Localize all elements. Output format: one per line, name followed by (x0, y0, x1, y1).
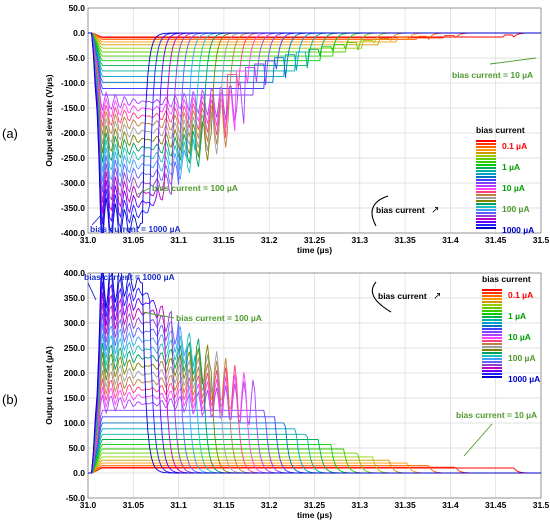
x-tick-label: 31.3 (352, 500, 369, 510)
y-tick-label: 250.0 (64, 343, 86, 353)
y-tick-label: -200.0 (61, 128, 85, 138)
panel-b: 31.0 31.05 31.1 31.15 31.2 31.25 31.3 31.35 31.4… (2, 268, 550, 520)
x-tick-label: 31.3 (352, 235, 369, 245)
annotation-pointer (463, 423, 493, 457)
legend-label: 10 µA (502, 183, 525, 193)
annotation-text: bias current = 100 µA (176, 313, 262, 323)
series-line (88, 32, 541, 233)
series-group (88, 32, 541, 233)
legend-label: 1000 µA (508, 374, 540, 384)
series-line (88, 273, 541, 474)
y-tick-label: -50.0 (66, 53, 86, 63)
annotation-pointer (135, 187, 151, 196)
y-tick-label: -250.0 (61, 153, 85, 163)
bias-current-arrow: bias current ↗ (371, 281, 441, 313)
y-tick-label: 150.0 (64, 393, 86, 403)
legend-label: 100 µA (508, 353, 536, 363)
x-axis-label: time (µs) (297, 510, 332, 520)
x-tick-label: 31.35 (394, 235, 416, 245)
y-tick-label: 400.0 (64, 268, 86, 278)
x-tick-label: 31.2 (261, 500, 278, 510)
x-tick-label: 31.15 (213, 235, 235, 245)
legend: bias current 0.1 µA 1 µA 10 µA 100 µA 1000 µA (476, 125, 534, 235)
x-tick-label: 31.1 (170, 500, 187, 510)
annotation-pointer (489, 57, 537, 65)
x-tick-label: 31.0 (80, 500, 97, 510)
annotation-text: bias current = 1000 µA (84, 272, 175, 282)
y-axis-label: Output current (µA) (44, 346, 54, 425)
x-tick-label: 31.1 (170, 235, 187, 245)
x-tick-label: 31.25 (304, 235, 326, 245)
legend-title: bias current (476, 125, 525, 135)
panel-label: (b) (2, 392, 18, 407)
x-tick-label: 31.15 (213, 500, 235, 510)
y-tick-label: 350.0 (64, 293, 86, 303)
arrow-label: bias current (378, 291, 427, 301)
arrow-up-right-icon: ↗ (433, 291, 441, 302)
x-tick-label: 31.2 (261, 235, 278, 245)
y-axis-label: Output slew rate (V/µs) (44, 74, 54, 166)
annotation-pointer (91, 213, 103, 226)
y-tick-label: -300.0 (61, 178, 85, 188)
series-group (88, 273, 541, 474)
x-tick-label: 31.0 (80, 235, 97, 245)
y-tick-label: -100.0 (61, 78, 85, 88)
y-tick-label: 50.0 (68, 443, 85, 453)
y-tick-label: -400.0 (61, 228, 85, 238)
legend-label: 0.1 µA (508, 290, 533, 300)
x-tick-label: 31.5 (533, 500, 550, 510)
y-tick-label: -150.0 (61, 103, 85, 113)
annotation-text: bias current = 100 µA (152, 183, 238, 193)
x-tick-label: 31.35 (394, 500, 416, 510)
legend-label: 1000 µA (502, 225, 534, 235)
panel-label: (a) (2, 126, 18, 141)
legend-label: 100 µA (502, 204, 530, 214)
y-tick-label: 200.0 (64, 368, 86, 378)
legend-label: 1 µA (508, 311, 526, 321)
x-tick-label: 31.4 (442, 235, 459, 245)
y-tick-label: 0.0 (73, 28, 85, 38)
y-tick-label: 100.0 (64, 418, 86, 428)
x-tick-label: 31.25 (304, 500, 326, 510)
plot-frame (87, 272, 542, 499)
arrow-up-right-icon: ↗ (431, 205, 439, 216)
y-tick-label: -50.0 (66, 493, 86, 503)
x-tick-label: 31.45 (485, 235, 507, 245)
y-tick-label: 50.0 (68, 3, 85, 13)
annotation-pointer (141, 311, 175, 319)
annotation-pointer (87, 282, 97, 301)
curved-arrow-icon (371, 281, 392, 313)
y-tick-label: 300.0 (64, 318, 86, 328)
x-tick-label: 31.45 (485, 500, 507, 510)
x-tick-label: 31.4 (442, 500, 459, 510)
legend-label: 10 µA (508, 332, 531, 342)
annotation-text: bias current = 10 µA (452, 70, 533, 80)
legend-label: 1 µA (502, 162, 520, 172)
legend-title: bias current (482, 274, 531, 284)
arrow-label: bias current (376, 205, 425, 215)
x-tick-label: 31.05 (123, 235, 145, 245)
legend-label: 0.1 µA (502, 141, 527, 151)
bias-current-arrow: bias current ↗ (371, 195, 439, 227)
plot-frame (87, 7, 542, 234)
annotation-text: bias current = 1000 µA (90, 224, 181, 234)
y-tick-label: -350.0 (61, 203, 85, 213)
curved-arrow-icon (371, 195, 389, 227)
annotation-text: bias current = 10 µA (456, 410, 537, 420)
y-tick-label: 0.0 (73, 468, 85, 478)
x-tick-label: 31.05 (123, 500, 145, 510)
x-tick-label: 31.5 (533, 235, 550, 245)
legend: bias current 0.1 µA 1 µA 10 µA 100 µA 1000 µA (482, 274, 540, 384)
x-axis-label: time (µs) (297, 245, 332, 255)
panel-a: 31.0 31.05 31.1 31.15 31.2 31.25 31.3 31.35 31.4… (2, 3, 550, 255)
